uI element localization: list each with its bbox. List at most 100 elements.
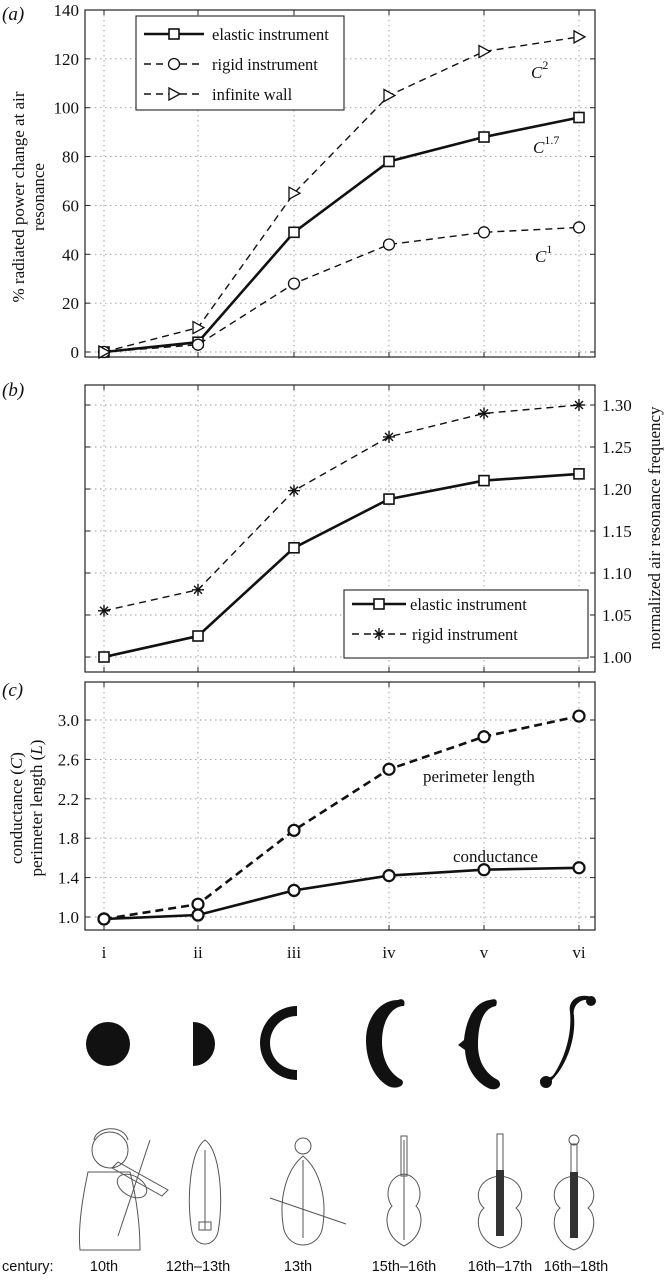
x-tick-label: i (102, 943, 107, 962)
y-tick-label: 1.00 (602, 648, 632, 667)
century-values: 10th 12th–13th 13th 15th–16th 16th–17th 16th–… (90, 1259, 608, 1275)
series-infinite-wall (98, 29, 587, 360)
soundhole-shapes (86, 995, 596, 1090)
data-point (477, 226, 491, 239)
legend-wall-label: infinite wall (212, 85, 293, 104)
data-point (288, 484, 300, 497)
panel-c-label: (c) (2, 680, 23, 701)
century-value: 13th (284, 1259, 312, 1275)
early-violin-icon (477, 1133, 523, 1249)
panel-b-x-ticks (103, 385, 580, 672)
x-tick-label: vi (572, 943, 586, 962)
data-point (383, 88, 397, 103)
century-row: century: 10th 12th–13th 13th 15th–16th 16th–… (2, 1259, 608, 1275)
panel-c-y-label-line1: conductance (C) (7, 752, 26, 864)
data-point (191, 897, 205, 911)
panel-b-series (98, 399, 585, 663)
legend-rigid: rigid instrument (144, 55, 318, 74)
triangle-marker-icon (168, 86, 182, 102)
series-conductance (97, 861, 586, 926)
series-line (103, 866, 580, 921)
series-rigid-instrument (97, 221, 586, 359)
shape-c-icon (260, 1006, 297, 1080)
panel-b-legend: elastic instrument rigid instrument (343, 589, 589, 659)
data-point (383, 493, 395, 505)
panel-a: (a) 0 20 40 60 80 100 120 140 % radiated power … (2, 1, 596, 362)
data-point (477, 863, 491, 877)
y-tick-label: 40 (62, 245, 79, 264)
panel-b-label: (b) (2, 380, 24, 401)
panel-c: (c) 1.0 1.4 1.8 2.2 2.6 3.0 conductance (C) p… (2, 680, 596, 931)
y-tick-label: 60 (62, 196, 79, 215)
data-point (288, 186, 302, 201)
x-tick-label: iv (382, 943, 396, 962)
annotation-c1-7: C1.7 (533, 133, 559, 157)
panel-c-y-label-line2: perimeter length (L) (27, 740, 46, 877)
shape-half-circle-icon (193, 1022, 215, 1066)
series-elastic-instrument (98, 111, 585, 358)
panel-a-y-axis: 0 20 40 60 80 100 120 140 (54, 1, 595, 362)
x-axis-labels: i ii iii iv v vi (102, 943, 586, 962)
data-point (98, 344, 112, 360)
data-point (383, 155, 395, 168)
y-tick-label: 1.20 (602, 480, 632, 499)
century-value: 15th–16th (372, 1259, 437, 1275)
panel-c-x-ticks (103, 682, 580, 930)
panel-c-frame (84, 681, 596, 931)
data-point (478, 474, 490, 487)
y-tick-label: 100 (54, 99, 80, 118)
legend-b-elastic-label: elastic instrument (410, 595, 527, 614)
data-point (382, 762, 396, 776)
panel-b-y-label: normalized air resonance frequency (645, 406, 664, 650)
lira-icon (269, 1137, 347, 1246)
panel-c-grid (85, 682, 595, 930)
panel-c-y-axis: 1.0 1.4 1.8 2.2 2.6 3.0 (58, 711, 595, 927)
data-point (572, 709, 586, 723)
violin-icon (553, 1134, 595, 1251)
series-perimeter-length (97, 709, 586, 926)
panel-a-label: (a) (2, 4, 24, 25)
rebec-icon (188, 1139, 222, 1245)
y-tick-label: 1.15 (602, 522, 632, 541)
legend-b-rigid-label: rigid instrument (412, 625, 518, 644)
series-line (103, 404, 580, 612)
x-tick-label: iii (287, 943, 301, 962)
y-tick-label: 1.4 (58, 869, 80, 888)
y-tick-label: 2.2 (58, 790, 79, 809)
century-value: 10th (90, 1259, 118, 1275)
y-tick-label: 1.30 (602, 396, 632, 415)
panel-a-frame (84, 9, 596, 358)
annotation-c1: C1 (535, 242, 552, 266)
label-conductance: conductance (453, 847, 538, 866)
x-tick-label: ii (193, 943, 203, 962)
series-line (103, 36, 580, 353)
shape-f-hole-top-dot-icon (586, 996, 596, 1006)
y-tick-label: 3.0 (58, 711, 79, 730)
data-point (477, 730, 491, 744)
label-perimeter-length: perimeter length (423, 767, 535, 786)
viol-icon (386, 1135, 422, 1247)
series-elastic-instrument (98, 468, 585, 663)
data-point (383, 430, 395, 443)
square-marker-icon (168, 28, 180, 40)
data-point (573, 468, 585, 480)
series-line (103, 472, 580, 659)
data-point (192, 630, 204, 642)
shape-f-hole-icon (540, 995, 593, 1084)
data-point (191, 338, 205, 351)
shape-circle-icon (86, 1022, 130, 1066)
data-point (98, 651, 110, 663)
legend-b-rigid: rigid instrument (352, 625, 518, 644)
data-point (573, 29, 587, 44)
series-line (103, 116, 580, 354)
y-tick-label: 1.05 (602, 606, 632, 625)
century-value: 12th–13th (166, 1259, 231, 1275)
panel-a-y-label-line2: resonance (29, 163, 48, 231)
panel-b: (b) 1.00 1.05 1.10 1.15 1.20 1.25 1.30 normali… (2, 380, 664, 673)
shape-f-hole-dot-icon (540, 1076, 552, 1088)
panel-b-y-axis: 1.00 1.05 1.10 1.15 1.20 1.25 1.30 (85, 396, 632, 667)
shape-c-hole-icon (366, 999, 405, 1088)
panel-a-y-label-line1: % radiated power change at air (9, 91, 28, 302)
data-point (572, 861, 586, 875)
